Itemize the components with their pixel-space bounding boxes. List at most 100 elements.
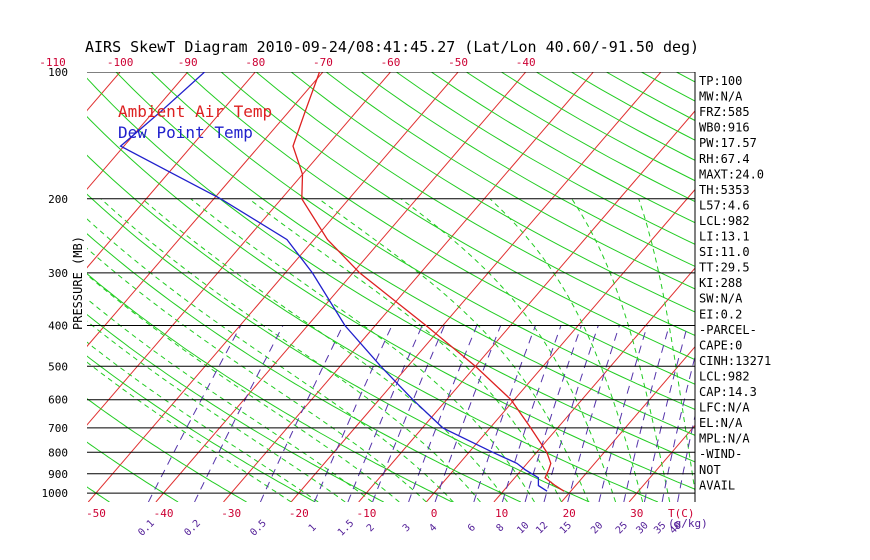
isotherm-line <box>87 72 256 269</box>
pressure-tick-label: 800 <box>48 446 68 459</box>
bottom-temp-tick-label: 30 <box>630 507 643 520</box>
moist-adiabat-line <box>100 198 481 502</box>
mixing-ratio-tick-label: 0.5 <box>248 518 269 539</box>
top-temp-tick-label: -100 <box>107 56 134 69</box>
index-value: CAPE:0 <box>699 338 742 352</box>
isotherm-line <box>493 267 695 502</box>
bottom-temp-tick-label: 10 <box>495 507 508 520</box>
mixing-ratio-line <box>473 325 536 502</box>
dry-adiabat-line <box>220 72 695 361</box>
dry-adiabat-line <box>87 233 522 502</box>
mixing-ratio-line <box>347 325 423 502</box>
index-value: -PARCEL- <box>699 323 757 337</box>
mixing-ratio-line <box>194 325 284 502</box>
axes: 1002003004005006007008009001000-120-110-… <box>39 56 708 539</box>
dry-adiabat-line <box>87 115 695 490</box>
index-value: CINH:13271 <box>699 354 771 368</box>
pressure-tick-label: 200 <box>48 193 68 206</box>
moist-adiabat-line <box>87 361 292 502</box>
mixing-ratio-line <box>643 325 689 502</box>
mixing-ratio-line <box>677 413 695 502</box>
moist-adiabat-line <box>87 320 346 502</box>
mixing-ratio-line <box>501 325 562 502</box>
mixing-ratio-tick-label: 15 <box>558 520 574 536</box>
legend-dew-point-temp: Dew Point Temp <box>118 123 253 142</box>
index-value: SW:N/A <box>699 292 743 306</box>
dry-adiabat-line <box>87 154 659 502</box>
moist-adiabat-line <box>318 198 590 502</box>
moist-adiabat-line <box>190 198 535 502</box>
index-value: TP:100 <box>699 74 742 88</box>
top-temp-tick-label: -70 <box>313 56 333 69</box>
mixing-ratio-tick-label: 25 <box>614 520 630 536</box>
bottom-temp-tick-label: -30 <box>221 507 241 520</box>
mixing-ratio-tick-label: 2 <box>365 522 377 534</box>
isotherm-line <box>87 72 189 190</box>
moist-adiabat-line <box>87 298 373 502</box>
dry-adiabat-line <box>255 72 695 336</box>
index-value: TH:5353 <box>699 183 750 197</box>
top-temp-tick-label: -60 <box>381 56 401 69</box>
bottom-temp-tick-label: -10 <box>356 507 376 520</box>
isotherm-line <box>223 72 594 502</box>
isotherm-line <box>155 72 527 502</box>
dry-adiabat-line <box>466 72 695 203</box>
dry-adiabat-line <box>431 72 695 224</box>
pressure-tick-label: 400 <box>48 320 68 333</box>
index-value: CAP:14.3 <box>699 385 757 399</box>
index-value: LFC:N/A <box>699 401 750 415</box>
dry-adiabat-line <box>87 398 247 502</box>
mixing-ratio-line <box>623 325 670 502</box>
index-value: LCL:982 <box>699 214 750 228</box>
top-temp-tick-label: -80 <box>245 56 265 69</box>
dry-adiabat-line <box>360 72 695 267</box>
moist-adiabat-line <box>571 198 671 502</box>
bottom-temp-tick-label: 0 <box>431 507 438 520</box>
isotherm-line <box>87 72 324 348</box>
dry-adiabat-line <box>87 486 110 502</box>
dry-adiabat-line <box>290 72 695 313</box>
pressure-tick-label: 900 <box>48 468 68 481</box>
moist-adiabat-line <box>87 247 427 502</box>
mixing-ratio-tick-label: 20 <box>589 520 605 536</box>
top-temp-tick-label: -110 <box>39 56 66 69</box>
dry-adiabat-line <box>396 72 695 245</box>
isotherm-line <box>87 72 459 502</box>
moist-adiabat-line <box>400 198 617 502</box>
isotherm-line <box>764 72 870 502</box>
mixing-ratio-tick-label: 12 <box>534 520 550 536</box>
chart-title: AIRS SkewT Diagram 2010-09-24/08:41:45.2… <box>85 38 699 56</box>
index-value: WB0:916 <box>699 121 750 135</box>
mixing-ratio-tick-label: 1.5 <box>336 518 357 539</box>
isotherm-line <box>290 72 662 502</box>
bottom-temp-tick-label: -50 <box>86 507 106 520</box>
dry-adiabat-line <box>115 72 695 436</box>
moist-adiabat-line <box>87 218 454 502</box>
isotherm-line <box>425 188 695 502</box>
mixing-ratio-line <box>524 325 582 502</box>
diagram-grid <box>0 72 870 502</box>
dry-adiabat-line <box>185 72 695 385</box>
moist-adiabat-line <box>638 198 695 495</box>
isotherm-line <box>87 72 121 112</box>
bottom-temp-tick-label: 20 <box>563 507 576 520</box>
isotherm-line <box>628 424 695 502</box>
mixing-ratio-tick-label: 4 <box>427 522 439 534</box>
mixing-ratio-line <box>434 325 502 502</box>
mixing-ratio-tick-label: 6 <box>466 522 478 534</box>
dry-adiabat-line <box>325 72 695 290</box>
moist-adiabat-line <box>141 198 508 502</box>
dry-adiabat-line <box>0 72 41 502</box>
mixing-ratio-line <box>259 325 344 502</box>
index-value: LI:13.1 <box>699 230 750 244</box>
pressure-tick-label: 100 <box>48 66 68 79</box>
ambient-air-temp-line <box>292 72 565 492</box>
index-value: L57:4.6 <box>699 198 750 212</box>
top-temp-tick-label: -40 <box>516 56 536 69</box>
index-value: RH:67.4 <box>699 152 750 166</box>
mixing-ratio-line <box>543 325 599 502</box>
dry-adiabat-line <box>746 72 870 502</box>
mixing-ratio-tick-label: 35 <box>652 520 668 536</box>
index-value: MAXT:24.0 <box>699 167 764 181</box>
